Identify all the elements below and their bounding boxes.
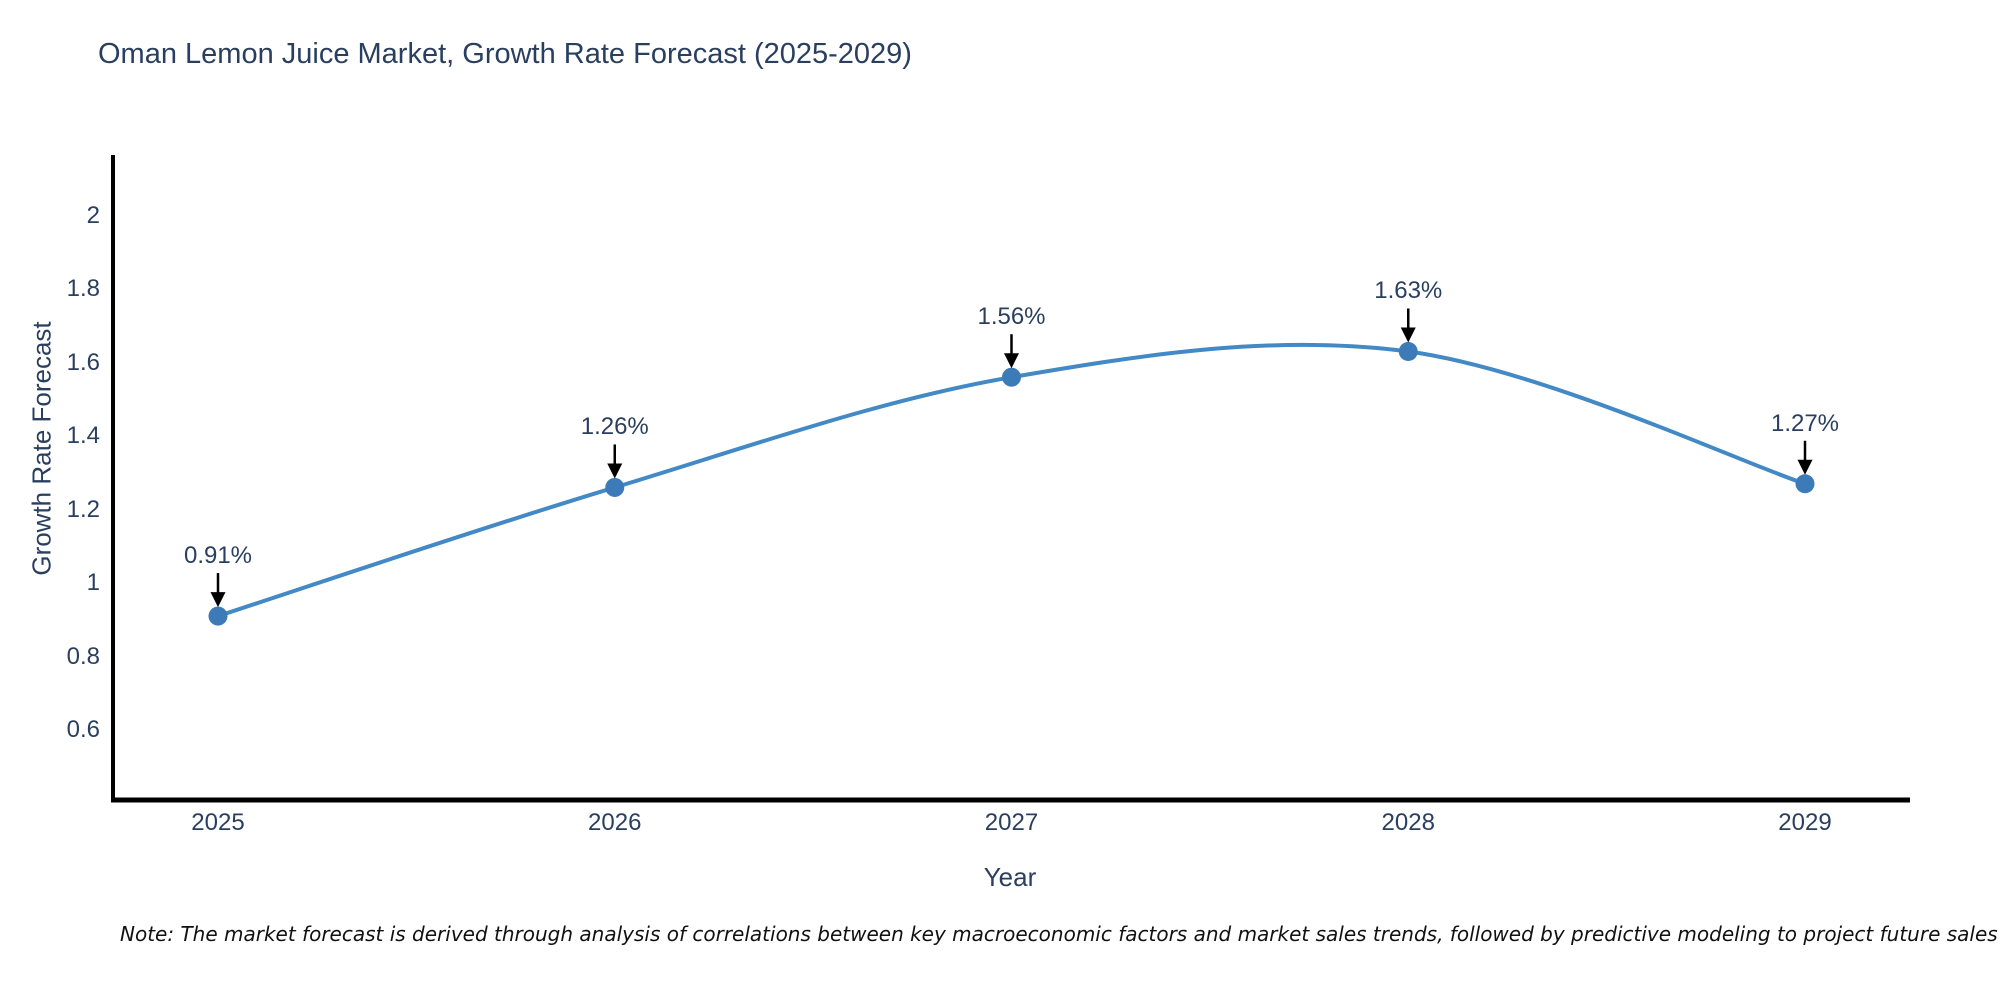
x-tick-label: 2027 [984, 809, 1039, 836]
annotation-arrowhead [1004, 353, 1019, 369]
y-tick-label: 1.6 [66, 348, 100, 376]
data-point-value-label: 1.63% [1374, 277, 1443, 305]
y-tick-label: 1.8 [66, 275, 100, 302]
data-point-marker [1002, 367, 1021, 387]
y-tick-label: 1.4 [66, 422, 100, 449]
data-point-value-label: 1.27% [1770, 409, 1840, 437]
x-tick-label: 2026 [588, 809, 642, 836]
y-tick-label: 2 [86, 201, 100, 229]
x-tick-label: 2028 [1381, 809, 1435, 836]
y-tick-label: 0.8 [66, 642, 100, 670]
data-point-marker [1795, 474, 1815, 494]
annotation-arrowhead [607, 463, 623, 479]
x-tick-label: 2025 [191, 809, 245, 836]
y-tick-label: 0.6 [66, 716, 100, 743]
data-point-marker [605, 477, 625, 497]
data-point-value-label: 1.26% [580, 413, 649, 441]
data-point-marker [1398, 341, 1418, 361]
x-tick-label: 2029 [1778, 809, 1832, 836]
annotation-arrowhead [1400, 327, 1416, 343]
data-point-marker [208, 606, 228, 626]
annotation-arrowhead [210, 592, 226, 608]
y-tick-label: 1.2 [66, 495, 100, 523]
x-axis-title: Year [983, 862, 1037, 892]
annotation-arrowhead [1797, 459, 1813, 475]
data-point-value-label: 1.56% [977, 303, 1046, 331]
y-tick-label: 1 [86, 569, 100, 596]
data-point-value-label: 0.91% [183, 542, 253, 570]
chart-title: Oman Lemon Juice Market, Growth Rate For… [98, 38, 912, 70]
chart-footnote: Note: The market forecast is derived thr… [120, 922, 1998, 946]
